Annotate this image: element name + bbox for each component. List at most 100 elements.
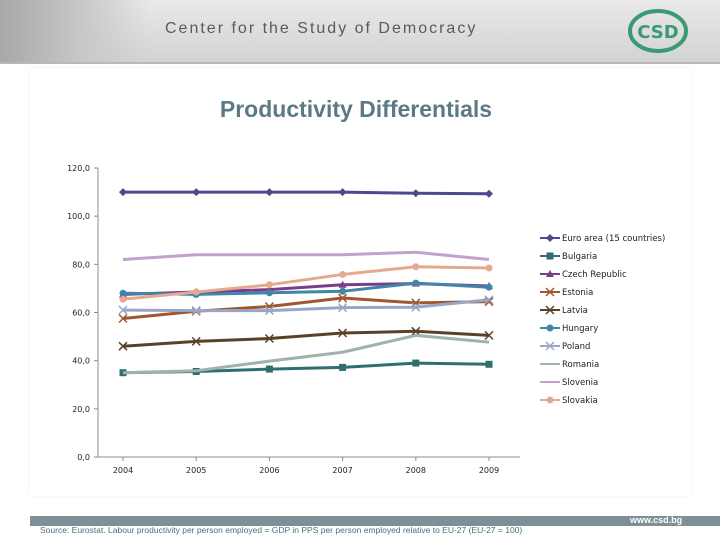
data-point (485, 189, 493, 198)
data-point (412, 279, 420, 287)
data-point (264, 333, 274, 344)
csd-logo: CSD (628, 9, 688, 53)
data-point (191, 336, 201, 346)
data-point (411, 302, 421, 312)
header-title: Center for the Study of Democracy (165, 20, 478, 37)
legend-label: Estonia (562, 288, 593, 298)
x-tick-label: 2006 (259, 466, 279, 475)
legend-label: Romania (562, 360, 599, 370)
data-point (338, 188, 347, 197)
data-point (192, 188, 201, 197)
data-point (485, 360, 493, 368)
series-line (122, 265, 490, 301)
legend-label: Euro area (15 countries) (562, 234, 665, 244)
series-8 (122, 250, 490, 262)
data-point (485, 264, 493, 272)
legend-entry: Bulgaria (540, 252, 597, 262)
source-note: Source: Eurostat. Labour productivity pe… (40, 525, 523, 535)
y-tick-label: 100,0 (67, 212, 90, 221)
legend-marker (546, 252, 554, 260)
data-point (338, 293, 348, 303)
legend-entry: Romania (540, 360, 599, 370)
series-line (122, 250, 490, 262)
header-photo-strip (0, 0, 150, 62)
legend-entry: Czech Republic (540, 270, 627, 280)
y-tick-label: 20,0 (72, 405, 90, 414)
legend-label: Bulgaria (562, 252, 597, 262)
legend-label: Slovenia (562, 378, 598, 388)
y-tick-label: 40,0 (72, 357, 90, 366)
series-1 (119, 359, 493, 377)
data-point (484, 295, 494, 305)
data-point (265, 281, 273, 289)
x-tick-label: 2005 (186, 466, 206, 475)
series-6 (118, 295, 494, 316)
legend-label: Poland (562, 342, 590, 352)
data-point (412, 263, 420, 271)
data-point (338, 303, 348, 313)
data-point (411, 326, 421, 336)
footer-url[interactable]: www.csd.bg (630, 515, 683, 525)
legend-entry: Slovenia (540, 378, 598, 388)
legend-entry: Estonia (540, 287, 593, 298)
data-point (192, 288, 200, 296)
series-line (122, 329, 490, 348)
data-point (485, 283, 493, 291)
footer-bar (30, 516, 720, 526)
data-point (264, 306, 274, 316)
data-point (118, 341, 128, 351)
x-tick-label: 2009 (479, 466, 499, 475)
legend-entry: Latvia (540, 305, 588, 316)
legend-label: Czech Republic (562, 270, 627, 280)
legend-entry: Poland (540, 341, 590, 352)
legend-label: Hungary (562, 324, 598, 334)
series-line (122, 298, 490, 313)
y-tick-label: 80,0 (72, 260, 90, 269)
data-point (118, 313, 128, 324)
legend-marker (545, 287, 555, 297)
chart-series (118, 188, 494, 377)
legend-marker (546, 396, 554, 404)
legend-marker (546, 270, 554, 277)
legend-marker (546, 324, 554, 332)
y-tick-label: 60,0 (72, 309, 90, 318)
data-point (484, 330, 494, 340)
data-point (265, 289, 273, 297)
y-tick-label: 120,0 (67, 164, 90, 173)
series-7 (122, 333, 490, 375)
legend-entry: Slovakia (540, 396, 598, 406)
chart-title: Productivity Differentials (219, 96, 493, 122)
y-tick-label: 0,0 (77, 453, 90, 462)
legend-entry: Hungary (540, 324, 598, 334)
series-line (122, 296, 490, 321)
chart-axes: 0,0 20,0 40,0 60,0 80,0 100,0 120,0 2004 2005 200… (67, 164, 520, 475)
data-point (118, 305, 128, 315)
legend-marker (545, 305, 555, 315)
data-point (265, 365, 273, 373)
data-point (265, 188, 274, 197)
data-point (339, 287, 347, 295)
data-point (339, 363, 347, 371)
slide-card (30, 68, 692, 496)
data-point (119, 295, 127, 303)
series-4 (118, 326, 494, 351)
x-tick-label: 2004 (113, 466, 133, 475)
logo-text: CSD (637, 22, 678, 43)
data-point (339, 270, 347, 278)
data-point (412, 359, 420, 367)
legend-label: Latvia (562, 306, 588, 316)
series-line (122, 333, 490, 375)
x-tick-label: 2007 (332, 466, 352, 475)
legend-marker (546, 234, 554, 242)
legend-label: Slovakia (562, 396, 598, 406)
chart-legend: Euro area (15 countries) Bulgaria Czech Re… (540, 234, 665, 406)
series-0 (119, 188, 493, 198)
data-point (411, 189, 420, 198)
header-banner: Center for the Study of Democracy CSD (0, 0, 720, 64)
data-point (119, 188, 127, 197)
legend-entry: Euro area (15 countries) (540, 234, 665, 244)
series-line (123, 190, 490, 196)
legend-marker (545, 341, 555, 351)
x-tick-label: 2008 (406, 466, 426, 475)
